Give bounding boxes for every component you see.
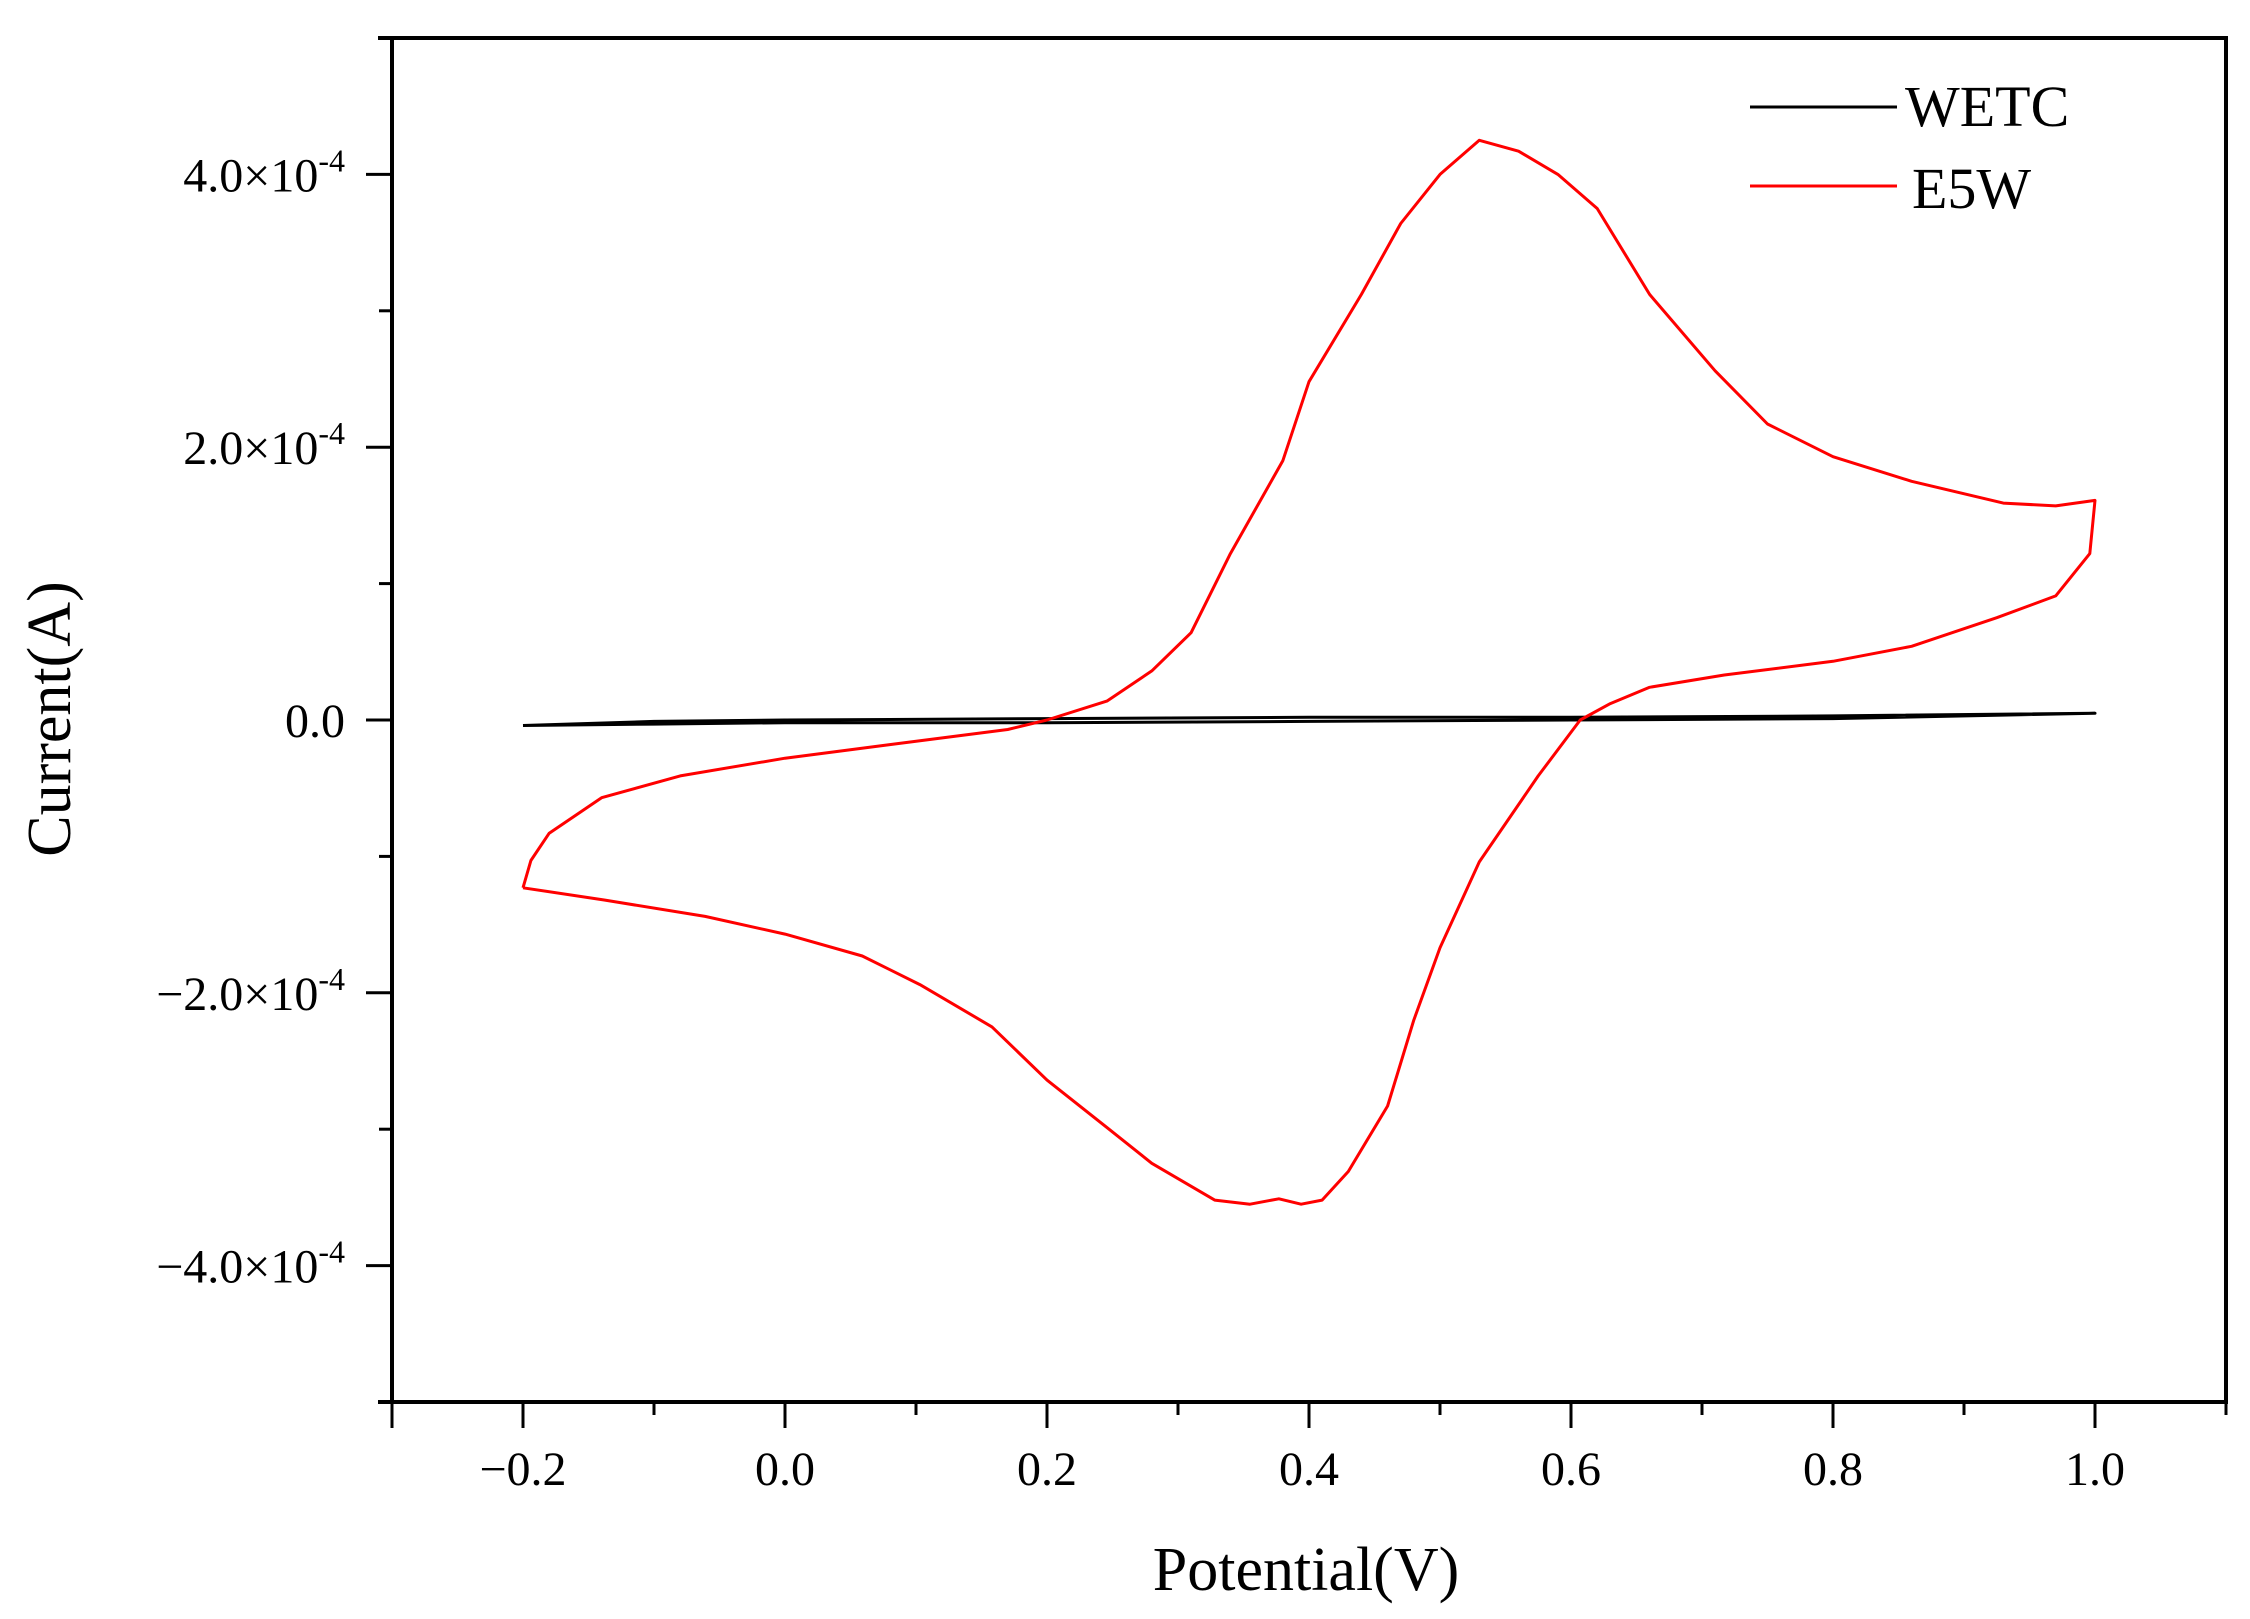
- x-tick-label: 0.8: [1803, 1443, 1863, 1496]
- series-line-e5w: [521, 138, 2097, 1206]
- y-tick-exponent: -4: [318, 142, 345, 178]
- y-tick-mantissa: −2.0×10: [156, 968, 318, 1021]
- y-tick-label: 2.0×10-4: [183, 415, 345, 475]
- y-tick-label: 4.0×10-4: [183, 142, 345, 202]
- x-tick-label: 0.0: [755, 1443, 815, 1496]
- x-tick-label: 0.6: [1541, 1443, 1601, 1496]
- x-tick-label: 0.2: [1017, 1443, 1077, 1496]
- x-tick-label: 0.4: [1279, 1443, 1339, 1496]
- x-axis-title: Potential(V): [1153, 1536, 1460, 1604]
- y-axis-title: Current(A): [16, 581, 84, 856]
- y-tick-labels: 4.0×10-42.0×10-40.0−2.0×10-4−4.0×10-4: [156, 142, 345, 1293]
- legend: WETC E5W: [1750, 74, 2069, 221]
- x-tick-label: −0.2: [479, 1443, 566, 1496]
- y-tick-label: −4.0×10-4: [156, 1234, 345, 1294]
- y-tick-label: −2.0×10-4: [156, 961, 345, 1021]
- y-tick-mantissa: 4.0×10: [183, 149, 318, 202]
- axis-ticks: [366, 36, 2228, 1428]
- y-tick-mantissa: 2.0×10: [183, 422, 318, 475]
- y-tick-label: 0.0: [285, 695, 345, 748]
- plot-frame: [390, 36, 2228, 1404]
- x-tick-labels: −0.2 0.0 0.2 0.4 0.6 0.8 1.0: [479, 1443, 2125, 1496]
- y-tick-mantissa: −4.0×10: [156, 1241, 318, 1294]
- series-lines: [521, 138, 2097, 1206]
- series-line-wetc: [522, 711, 2097, 727]
- y-tick-mantissa: 0.0: [285, 695, 345, 748]
- y-tick-exponent: -4: [318, 1234, 345, 1270]
- legend-label-e5w: E5W: [1912, 156, 2031, 221]
- y-tick-exponent: -4: [318, 961, 345, 997]
- x-tick-label: 1.0: [2065, 1443, 2125, 1496]
- y-tick-exponent: -4: [318, 415, 345, 451]
- legend-label-wetc: WETC: [1905, 74, 2069, 139]
